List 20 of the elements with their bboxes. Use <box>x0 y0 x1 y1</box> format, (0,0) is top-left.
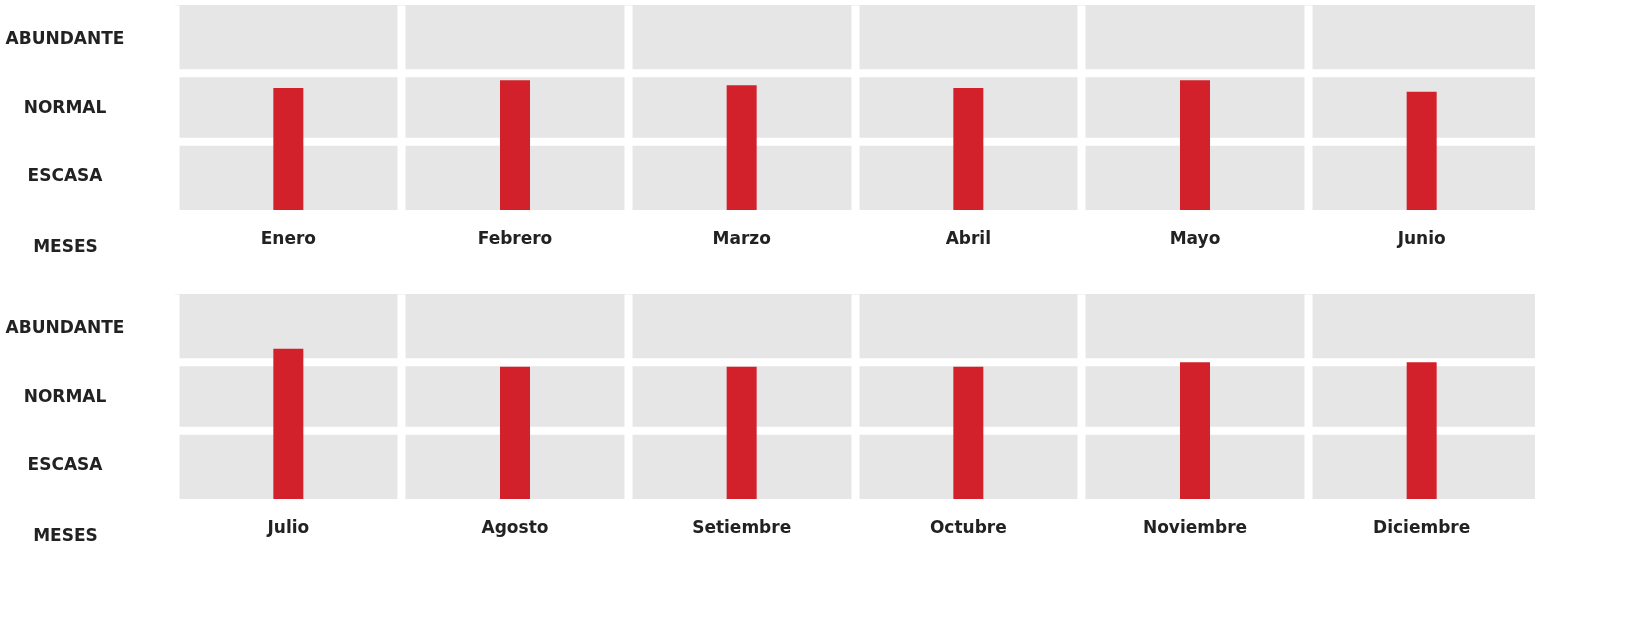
x-tick-label: Octubre <box>929 516 1007 537</box>
x-tick-label: Noviembre <box>1142 516 1248 537</box>
x-tick-label: Junio <box>1396 227 1446 248</box>
x-tick-label: Julio <box>266 516 310 537</box>
text: ESCASA <box>27 164 104 185</box>
x-tick-label: Setiembre <box>692 516 792 537</box>
x-tick-label: Febrero <box>477 227 553 248</box>
text: ABUNDANTE <box>5 317 125 338</box>
x-tick-label: Diciembre <box>1373 516 1471 537</box>
text: NORMAL <box>23 385 107 406</box>
x-tick-label: Enero <box>260 227 316 248</box>
x-tick-label: Mayo <box>1169 227 1221 248</box>
text: ESCASA <box>27 453 104 474</box>
x-tick-label: Marzo <box>712 227 771 248</box>
x-tick-label: Abril <box>945 227 992 248</box>
x-axis-title: MESES <box>33 524 98 545</box>
text: NORMAL <box>23 96 107 117</box>
x-tick-label: Agosto <box>481 516 549 537</box>
text: ABUNDANTE <box>5 28 125 49</box>
x-axis-title: MESES <box>33 235 98 256</box>
